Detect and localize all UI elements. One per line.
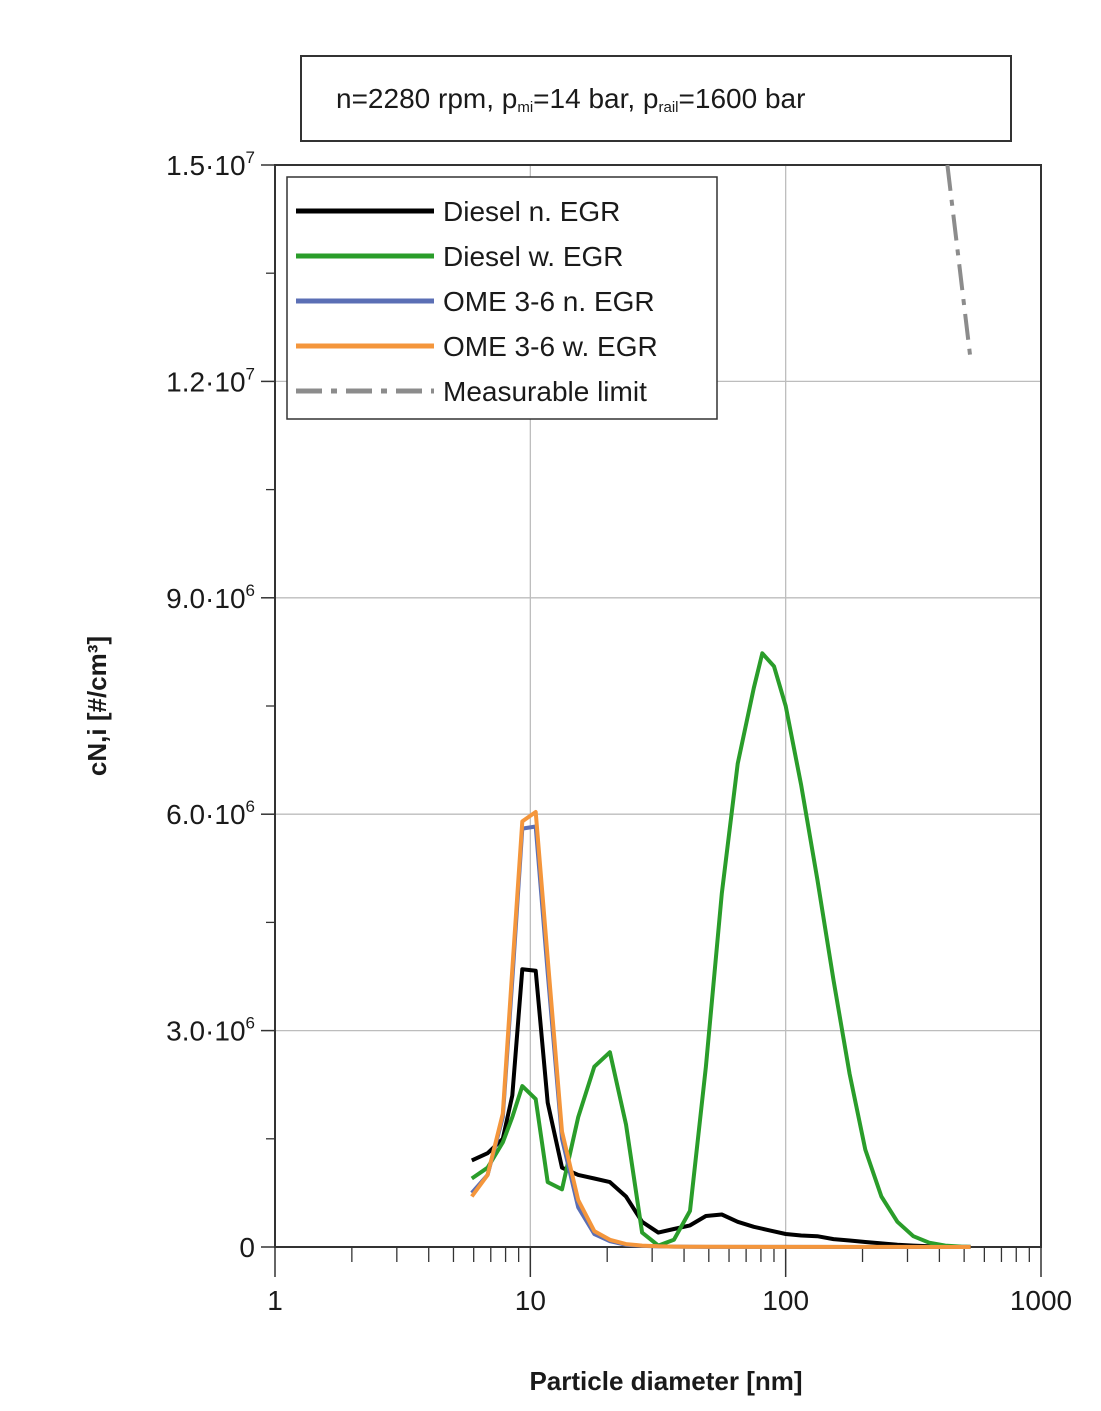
series-line-diesel-w-egr bbox=[470, 651, 971, 1249]
x-tick-label: 1 bbox=[267, 1285, 283, 1316]
x-tick-label: 1000 bbox=[1010, 1285, 1072, 1316]
legend-label: OME 3-6 w. EGR bbox=[443, 331, 658, 362]
legend-label: OME 3-6 n. EGR bbox=[443, 286, 655, 317]
data-series bbox=[470, 164, 973, 1249]
chart-title: n=2280 rpm, pmi=14 bar, prail=1600 bar bbox=[336, 83, 806, 116]
legend-label: Diesel n. EGR bbox=[443, 196, 620, 227]
chart-title-box: n=2280 rpm, pmi=14 bar, prail=1600 bar bbox=[300, 55, 1012, 142]
axis-ticks: 0 3.0·106 6.0·106 9.0·106 1.2·107 1.5·107 1 10 1… bbox=[166, 148, 1072, 1316]
y-tick-label: 1.5·107 bbox=[166, 148, 255, 181]
y-tick-label: 0 bbox=[239, 1232, 255, 1263]
x-tick-label: 100 bbox=[762, 1285, 809, 1316]
x-tick-label: 10 bbox=[515, 1285, 546, 1316]
y-tick-label: 9.0·106 bbox=[166, 581, 255, 614]
y-tick-label: 1.2·107 bbox=[166, 364, 255, 397]
x-axis-title: Particle diameter [nm] bbox=[529, 1366, 802, 1396]
y-tick-label: 6.0·106 bbox=[166, 797, 255, 830]
grid-lines bbox=[275, 165, 1041, 1247]
legend-label: Diesel w. EGR bbox=[443, 241, 624, 272]
legend: Diesel n. EGR Diesel w. EGR OME 3-6 n. EGR… bbox=[286, 176, 718, 420]
legend-box bbox=[286, 176, 718, 420]
series-line-measurable-limit bbox=[945, 164, 973, 361]
y-tick-label: 3.0·106 bbox=[166, 1014, 255, 1047]
series-line-diesel-n-egr bbox=[470, 967, 971, 1249]
series-line-ome-3-6-w-egr bbox=[470, 810, 971, 1249]
legend-label: Measurable limit bbox=[443, 376, 647, 407]
y-axis-title: cN,i [#/cm³] bbox=[82, 636, 112, 776]
